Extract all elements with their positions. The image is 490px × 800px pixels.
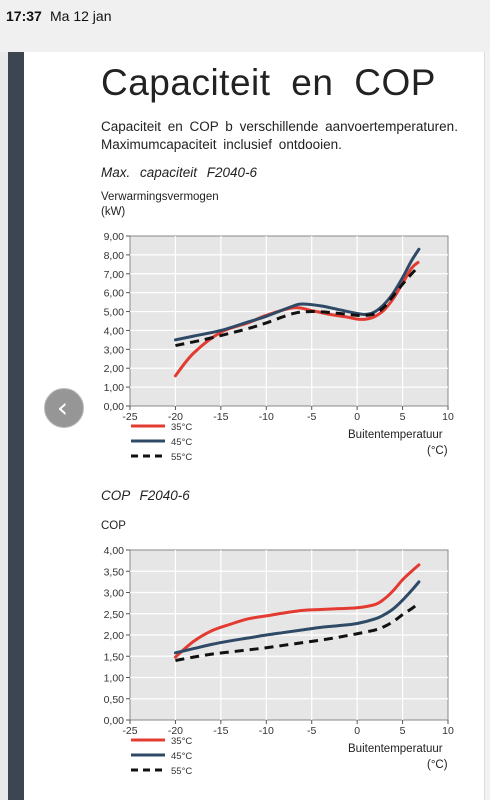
y-tick-label: 3,00 [104,344,125,356]
status-bar: 17:37 Ma 12 jan [0,0,490,52]
legend-label: 45°C [171,751,192,762]
y-tick-label: 0,50 [104,694,125,706]
x-tick-label: -10 [259,725,274,737]
series-line-45c [173,580,421,655]
x-axis-title: Buitentemperatuur [348,743,443,755]
y-tick-label: 5,00 [104,307,125,319]
y-tick-label: 4,00 [104,325,125,337]
x-tick-label: -15 [213,411,228,423]
series-line-35c [173,563,421,659]
x-tick-label: 5 [400,725,406,737]
x-tick-label: -25 [122,411,137,423]
y-tick-label: 4,00 [104,545,125,557]
legend-label: 55°C [171,766,192,774]
y-tick-label: 8,00 [104,250,125,262]
clock-time: 17:37 [6,8,42,24]
y-tick-label: 1,00 [104,382,125,394]
chevron-left-icon: ‹ [56,391,69,424]
x-tick-label: -20 [168,725,183,737]
clock-date: Ma 12 jan [50,8,112,24]
y-tick-label: 9,00 [104,231,125,243]
y-tick-label: 7,00 [104,269,125,281]
x-tick-label: -10 [259,411,274,423]
y-tick-label: 0,00 [104,401,125,413]
y-tick-label: 3,00 [104,588,125,600]
plot-area [129,235,449,407]
x-tick-label: -5 [307,411,316,423]
x-tick-label: 5 [400,411,406,423]
caption-capacity-chart: Max. capaciteit F2040-6 [101,165,258,180]
y-tick-label: 2,00 [104,630,125,642]
legend-label: 35°C [171,422,192,433]
x-axis-unit: (°C) [427,759,448,771]
y-tick-label: 2,00 [104,363,125,375]
y-tick-label: 0,00 [104,715,125,727]
x-tick-label: 10 [442,725,454,737]
x-tick-label: -20 [168,411,183,423]
legend-label: 35°C [171,736,192,747]
legend-label: 45°C [171,437,192,448]
series-line-45c [173,247,421,342]
y-tick-label: 1,00 [104,673,125,685]
series-line-55c [175,601,420,662]
cop-chart: -25 -20 -15 -10 -5 0 5 10 0,00 0,50 1,00 1,50 2,00 2,… [104,545,454,774]
page-right-edge [484,52,490,800]
x-tick-label: -5 [307,725,316,737]
y-tick-label: 2,50 [104,609,125,621]
intro-paragraph: Capaciteit en COP b verschillende aanvoe… [101,119,458,152]
x-tick-label: -15 [213,725,228,737]
page-title: Capaciteit en COP [101,62,436,103]
capacity-chart: -25 -20 -15 -10 -5 0 5 10 0,00 1,00 2,00 3,00 4,00 5,… [104,231,454,460]
x-tick-label: 10 [442,411,454,423]
x-axis-unit: (°C) [427,445,448,457]
cop-y-title: COP [101,520,126,532]
y-tick-label: 3,50 [104,566,125,578]
legend-label: 55°C [171,452,192,460]
x-tick-label: 0 [354,725,360,737]
back-button[interactable]: ‹ [44,388,84,428]
x-tick-label: -25 [122,725,137,737]
x-axis-title: Buitentemperatuur [348,429,443,441]
capacity-y-title: Verwarmingsvermogen (kW) [101,191,219,218]
caption-cop-chart: COP F2040-6 [101,488,190,503]
y-tick-label: 1,50 [104,651,125,663]
y-tick-label: 6,00 [104,288,125,300]
page-left-edge [8,52,24,800]
x-tick-label: 0 [354,411,360,423]
